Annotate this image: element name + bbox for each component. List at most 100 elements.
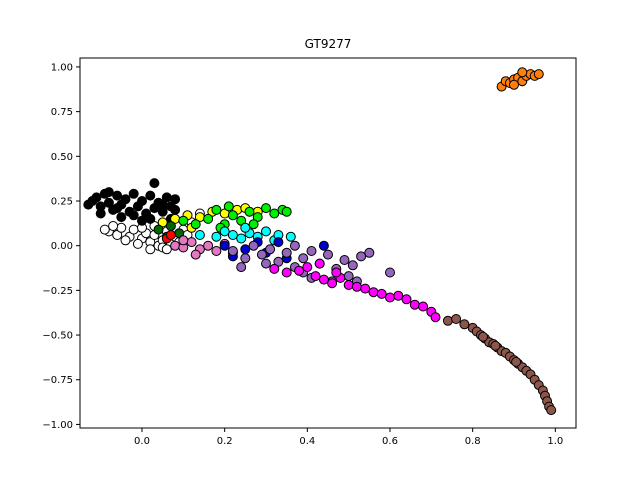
data-point — [273, 237, 284, 248]
data-point — [285, 231, 296, 242]
data-point — [137, 196, 147, 206]
data-point — [219, 226, 230, 237]
data-point — [298, 253, 309, 264]
data-point — [401, 294, 412, 305]
data-point — [194, 230, 205, 240]
data-point — [478, 331, 488, 342]
data-point — [459, 319, 470, 330]
data-point — [442, 315, 453, 326]
plot-frame — [79, 57, 577, 429]
data-point — [211, 231, 222, 242]
y-tick-label: 1.00 — [51, 62, 73, 73]
data-point — [132, 238, 143, 249]
points-layer — [83, 67, 557, 416]
data-point — [203, 213, 214, 224]
data-point — [343, 280, 354, 290]
data-point — [128, 188, 139, 199]
data-point — [178, 215, 189, 226]
data-point — [385, 267, 395, 278]
chart-title: GT9277 — [305, 37, 352, 51]
data-point — [339, 255, 350, 265]
data-point — [83, 199, 94, 210]
data-point — [248, 219, 259, 230]
data-point — [103, 187, 114, 198]
y-tick-label: −0.25 — [42, 286, 73, 297]
data-point — [302, 262, 313, 273]
data-point — [95, 208, 106, 219]
data-point — [376, 288, 387, 299]
x-tick-label: 1.0 — [547, 436, 563, 447]
x-tick-label: 0.2 — [217, 436, 233, 447]
data-point — [356, 251, 367, 262]
data-point — [289, 240, 300, 251]
y-tick-label: 0.50 — [51, 152, 73, 163]
x-axis: 0.0 0.2 0.4 0.6 0.8 1.0 — [134, 428, 563, 447]
data-point — [261, 258, 271, 269]
data-point — [99, 224, 110, 235]
y-tick-label: 0.25 — [51, 196, 73, 207]
data-point — [451, 314, 462, 324]
data-point — [244, 206, 255, 217]
data-point — [306, 246, 317, 256]
y-tick-label: −0.50 — [42, 331, 73, 342]
data-point — [517, 67, 528, 78]
data-point — [248, 240, 259, 251]
data-point — [145, 190, 156, 201]
data-point — [327, 278, 338, 289]
data-point — [178, 235, 189, 246]
data-point — [240, 222, 251, 233]
data-point — [170, 194, 181, 205]
data-point — [186, 237, 197, 248]
data-point — [240, 253, 251, 264]
data-point — [227, 230, 238, 240]
data-point — [318, 240, 329, 251]
data-point — [323, 249, 333, 260]
data-point — [331, 267, 342, 278]
data-point — [409, 299, 420, 310]
data-point — [240, 244, 251, 255]
data-point — [269, 208, 280, 219]
data-point — [112, 203, 123, 214]
data-point — [318, 274, 329, 285]
data-point — [385, 292, 395, 303]
data-point — [128, 224, 139, 235]
x-tick-label: 0.4 — [299, 436, 315, 447]
data-point — [108, 221, 119, 231]
data-point — [120, 235, 131, 246]
data-point — [509, 79, 519, 90]
data-point — [281, 247, 292, 258]
data-point — [430, 312, 441, 323]
data-point — [351, 281, 362, 292]
data-point — [170, 204, 181, 215]
data-point — [128, 210, 139, 221]
data-point — [165, 221, 176, 231]
data-point — [211, 204, 222, 215]
data-point — [265, 244, 276, 255]
x-tick-label: 0.6 — [382, 436, 398, 447]
data-point — [116, 222, 127, 233]
data-point — [120, 194, 131, 205]
data-point — [190, 249, 201, 260]
data-point — [314, 258, 325, 269]
data-point — [236, 262, 247, 273]
data-point — [343, 271, 354, 282]
data-point — [261, 203, 271, 214]
data-point — [190, 219, 201, 230]
data-point — [281, 267, 292, 278]
data-point — [364, 247, 375, 258]
y-tick-label: 0.00 — [51, 241, 73, 252]
data-point — [256, 249, 267, 260]
data-point — [269, 263, 280, 274]
data-point — [236, 233, 247, 244]
data-point — [219, 240, 230, 251]
data-point — [418, 301, 429, 312]
y-tick-label: −0.75 — [42, 375, 73, 386]
x-tick-label: 0.8 — [465, 436, 481, 447]
data-point — [227, 246, 238, 256]
data-point — [203, 240, 214, 251]
data-point — [511, 356, 522, 367]
data-point — [91, 192, 102, 203]
data-point — [261, 226, 271, 237]
